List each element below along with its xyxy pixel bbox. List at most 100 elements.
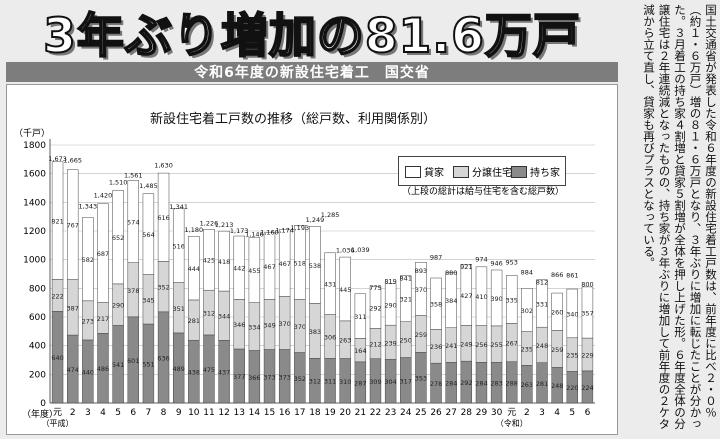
bar-total-label: 1,160 bbox=[260, 229, 279, 237]
legend-label-rental: 貸家 bbox=[424, 168, 444, 179]
x-tick-label: 23 bbox=[385, 408, 396, 418]
x-tick-label: 2 bbox=[70, 408, 76, 418]
segment-value-label: 281 bbox=[188, 317, 200, 325]
x-tick-label: 21 bbox=[355, 408, 366, 418]
x-tick-label: 4 bbox=[554, 408, 560, 418]
bar-total-label: 884 bbox=[521, 268, 533, 276]
bar-total-label: 1,420 bbox=[94, 191, 113, 199]
legend-note: （上段の総計は給与住宅を含む総戸数） bbox=[402, 187, 565, 197]
x-tick-label: 6 bbox=[585, 408, 591, 418]
segment-value-label: 640 bbox=[51, 354, 63, 362]
x-tick-label: 13 bbox=[234, 408, 245, 418]
segment-value-label: 259 bbox=[551, 346, 563, 354]
chart-legend: 貸家 分譲住宅 持ち家 bbox=[398, 156, 566, 186]
x-tick-label: 7 bbox=[146, 408, 152, 418]
bar-segment-rental bbox=[203, 229, 215, 291]
segment-value-label: 267 bbox=[506, 340, 518, 348]
segment-value-label: 410 bbox=[475, 293, 487, 301]
segment-value-label: 427 bbox=[460, 292, 472, 300]
stacked-bar-chart: 0200400600800100012001400160018006402228… bbox=[14, 128, 595, 428]
bar-total-label: 1,180 bbox=[185, 226, 204, 234]
x-tick-label: 16 bbox=[279, 408, 291, 418]
era-label: （令和） bbox=[496, 418, 528, 428]
y-tick-label: 1600 bbox=[23, 170, 46, 180]
headline: 3年ぶり増加の81.6万戸 bbox=[42, 8, 581, 65]
segment-value-label: 290 bbox=[384, 301, 396, 309]
segment-value-label: 353 bbox=[415, 375, 427, 383]
x-tick-label: 24 bbox=[400, 408, 412, 418]
segment-value-label: 255 bbox=[490, 341, 502, 349]
bar-total-label: 1,226 bbox=[200, 219, 219, 227]
bar-segment-rental bbox=[384, 283, 397, 326]
legend-swatch-condo bbox=[453, 165, 469, 178]
bar-total-label: 1,485 bbox=[139, 182, 158, 190]
bar-segment-rental bbox=[67, 169, 79, 280]
x-tick-label: 元 bbox=[53, 408, 62, 418]
segment-value-label: 370 bbox=[294, 323, 306, 331]
bar-segment-rental bbox=[324, 252, 336, 315]
bar-segment-rental bbox=[506, 275, 518, 324]
segment-value-label: 212 bbox=[369, 341, 381, 349]
bar-segment-rental bbox=[112, 190, 124, 285]
segment-value-label: 467 bbox=[263, 263, 275, 271]
bar-total-label: 893 bbox=[415, 267, 427, 275]
segment-value-label: 582 bbox=[82, 256, 94, 264]
bar-segment-rental bbox=[536, 279, 548, 328]
segment-value-label: 278 bbox=[430, 380, 442, 388]
segment-value-label: 351 bbox=[172, 305, 184, 313]
bar-total-label: 812 bbox=[536, 279, 548, 287]
legend-item-owner: 持ち家 bbox=[511, 164, 560, 179]
segment-value-label: 263 bbox=[339, 337, 351, 345]
x-tick-label: 4 bbox=[100, 408, 106, 418]
bar-segment-rental bbox=[369, 286, 382, 329]
grid-layer bbox=[49, 139, 595, 404]
y-axis-label: （千戸） bbox=[14, 128, 50, 139]
bar-segment-rental bbox=[172, 208, 185, 283]
segment-value-label: 220 bbox=[566, 384, 578, 392]
segment-value-label: 425 bbox=[203, 257, 215, 265]
x-tick-label: 22 bbox=[370, 408, 381, 418]
segment-value-label: 259 bbox=[415, 331, 427, 339]
segment-value-label: 292 bbox=[369, 304, 381, 312]
segment-value-label: 250 bbox=[400, 337, 412, 345]
bar-total-label: 1,343 bbox=[79, 203, 98, 211]
x-tick-label: 5 bbox=[569, 408, 575, 418]
segment-value-label: 636 bbox=[157, 354, 169, 362]
segment-value-label: 373 bbox=[263, 373, 275, 381]
bar-segment-rental bbox=[142, 193, 155, 275]
y-tick-label: 200 bbox=[29, 370, 46, 380]
segment-value-label: 263 bbox=[521, 381, 533, 389]
bar-segment-rental bbox=[51, 161, 64, 280]
segment-value-label: 310 bbox=[339, 378, 351, 386]
bar-layer bbox=[51, 161, 594, 404]
bar-total-label: 974 bbox=[475, 255, 487, 263]
bar-segment-rental bbox=[490, 269, 503, 327]
y-tick-label: 0 bbox=[40, 399, 46, 409]
bar-segment-rental bbox=[354, 293, 367, 339]
bar-segment-rental bbox=[233, 235, 245, 300]
bar-segment-rental bbox=[127, 180, 139, 263]
segment-value-label: 345 bbox=[142, 296, 154, 304]
segment-value-label: 335 bbox=[506, 296, 518, 304]
segment-value-label: 236 bbox=[430, 343, 442, 351]
bar-total-label: 1,665 bbox=[63, 156, 82, 164]
bar-total-label: 819 bbox=[384, 278, 396, 286]
bar-segment-rental bbox=[521, 288, 533, 332]
segment-value-label: 235 bbox=[566, 352, 578, 360]
bar-total-label: 987 bbox=[430, 254, 442, 262]
segment-value-label: 387 bbox=[66, 304, 78, 312]
x-tick-label: 3 bbox=[85, 408, 91, 418]
x-tick-label: 30 bbox=[491, 408, 503, 418]
bar-segment-rental bbox=[415, 261, 427, 316]
segment-value-label: 366 bbox=[248, 374, 260, 382]
segment-value-label: 349 bbox=[263, 322, 275, 330]
legend-label-owner: 持ち家 bbox=[530, 168, 560, 179]
segment-value-label: 574 bbox=[127, 219, 139, 227]
bar-segment-rental bbox=[551, 292, 563, 331]
segment-value-label: 217 bbox=[97, 315, 109, 323]
bar-segment-rental bbox=[566, 288, 578, 339]
segment-value-label: 516 bbox=[172, 243, 184, 251]
segment-value-label: 377 bbox=[233, 373, 245, 381]
segment-value-label: 486 bbox=[97, 365, 109, 373]
segment-value-label: 564 bbox=[142, 231, 154, 239]
